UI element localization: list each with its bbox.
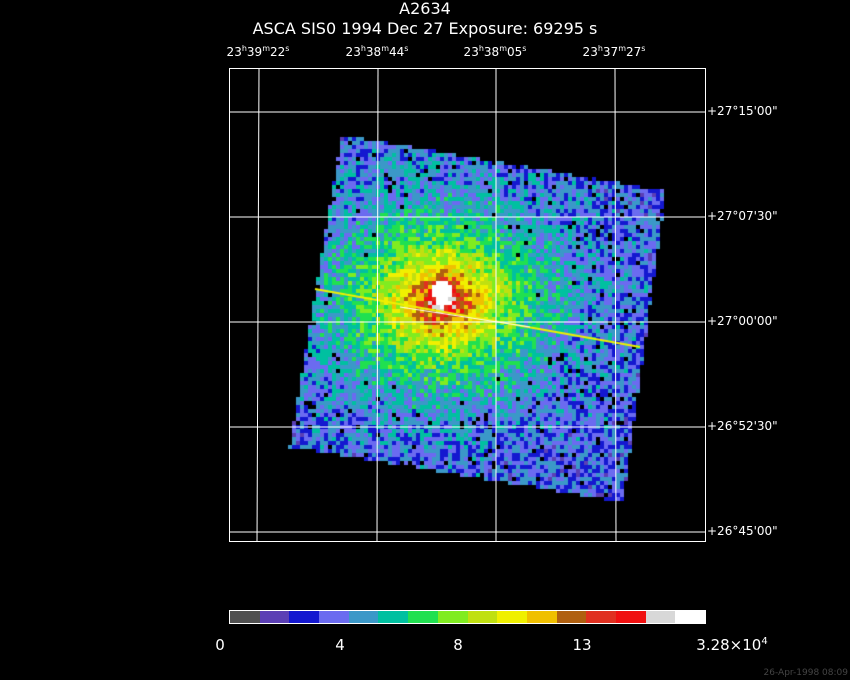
colorbar-segment: [348, 611, 379, 623]
coordinate-grid: [230, 69, 705, 541]
intensity-colorbar: [229, 610, 706, 624]
colorbar-segment: [408, 611, 438, 623]
colorbar-segment: [675, 611, 705, 623]
colorbar-segment: [230, 611, 260, 623]
timestamp: 26-Apr-1998 08:09: [763, 668, 848, 678]
colorbar-segment: [497, 611, 527, 623]
colorbar-segment: [289, 611, 320, 623]
colorbar-label: 0: [215, 636, 225, 654]
dec-tick-label: +27°00'00": [707, 314, 778, 328]
colorbar-segment: [437, 611, 468, 623]
image-title: A2634: [399, 0, 451, 18]
ra-tick-label: 23h38m05s: [463, 44, 527, 59]
xray-image-panel: [229, 68, 706, 542]
colorbar-segment: [645, 611, 676, 623]
dec-tick-label: +27°07'30": [707, 209, 778, 223]
colorbar-segment: [467, 611, 498, 623]
colorbar-segment: [378, 611, 409, 623]
colorbar-label: 4: [335, 636, 345, 654]
ra-tick-label: 23h39m22s: [226, 44, 290, 59]
dec-tick-label: +26°52'30": [707, 419, 778, 433]
dec-tick-label: +26°45'00": [707, 524, 778, 538]
colorbar-segment: [615, 611, 646, 623]
colorbar-label: 13: [572, 636, 592, 654]
ra-tick-label: 23h38m44s: [345, 44, 409, 59]
colorbar-segment: [259, 611, 290, 623]
dec-tick-label: +27°15'00": [707, 104, 778, 118]
colorbar-segment: [556, 611, 587, 623]
colorbar-segment: [319, 611, 349, 623]
colorbar-label: 8: [453, 636, 463, 654]
colorbar-max-label: 3.28×104: [696, 636, 768, 654]
colorbar-segment: [526, 611, 557, 623]
ra-tick-label: 23h37m27s: [582, 44, 646, 59]
observation-info: ASCA SIS0 1994 Dec 27 Exposure: 69295 s: [252, 19, 598, 38]
colorbar-segment: [586, 611, 616, 623]
xray-intensity-map: [230, 69, 705, 541]
